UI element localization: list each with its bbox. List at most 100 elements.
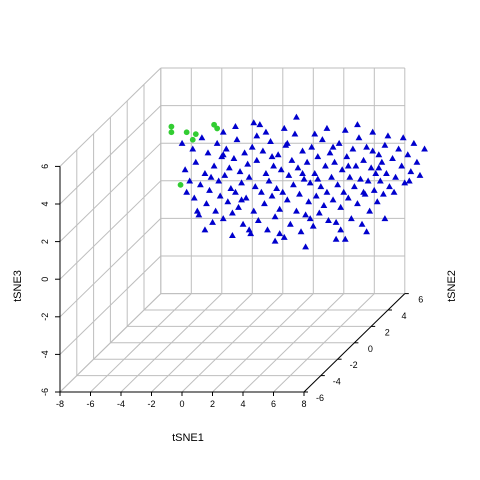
triangle-point [338, 166, 346, 173]
triangle-point [201, 170, 209, 176]
triangle-point [222, 145, 230, 152]
triangle-point [326, 149, 334, 156]
triangle-point [332, 235, 340, 242]
triangle-point [404, 151, 412, 158]
triangle-point [363, 228, 370, 235]
x-tick-label: 0 [179, 399, 184, 409]
triangle-point [245, 173, 253, 180]
triangle-point [343, 153, 351, 160]
triangle-point [315, 209, 323, 216]
triangle-point [257, 188, 265, 195]
triangle-point [322, 162, 329, 169]
triangle-point [267, 138, 274, 145]
triangle-point [290, 181, 297, 188]
triangle-point [221, 171, 229, 178]
triangle-point [296, 190, 303, 197]
triangle-point [204, 149, 212, 156]
triangle-point [357, 175, 364, 182]
z-tick-label: 0 [40, 277, 50, 282]
triangle-point [277, 166, 285, 173]
triangle-point [253, 156, 261, 163]
triangle-point [293, 113, 300, 120]
triangle-point [280, 233, 288, 240]
z-tick-label: 2 [40, 239, 50, 244]
triangle-point [299, 147, 306, 154]
triangle-point [300, 175, 308, 182]
triangle-point [256, 121, 264, 128]
triangle-point [389, 154, 396, 161]
triangle-point [337, 226, 345, 233]
triangle-point [276, 230, 284, 237]
triangle-point [329, 196, 337, 203]
triangle-point [349, 145, 357, 152]
triangle-point [186, 177, 194, 184]
triangle-point [314, 175, 322, 182]
triangle-point [261, 200, 268, 207]
triangle-point [405, 177, 413, 184]
triangle-point [283, 196, 291, 203]
triangle-point [337, 203, 345, 210]
triangle-point [386, 183, 393, 190]
triangle-point [209, 218, 216, 225]
triangle-point [358, 220, 366, 227]
triangle-point [347, 215, 355, 222]
triangle-point [399, 134, 407, 141]
triangle-point [366, 207, 374, 214]
triangle-point [189, 145, 197, 152]
triangle-point [232, 188, 239, 195]
triangle-point [201, 226, 209, 233]
triangle-point [215, 177, 223, 184]
triangle-point [334, 181, 342, 188]
triangle-point [323, 188, 331, 195]
triangle-point [375, 164, 383, 171]
data-points [168, 113, 428, 250]
circle-point [192, 131, 199, 138]
triangle-point [225, 164, 233, 171]
triangle-point [262, 170, 270, 176]
y-tick-label: 2 [385, 327, 390, 337]
x-tick-label: -6 [86, 399, 94, 409]
z-tick-label: 4 [40, 201, 50, 206]
circle-point [177, 181, 184, 188]
triangle-point [306, 215, 314, 222]
y-axis-title: tSNE2 [446, 270, 458, 302]
triangle-point [196, 181, 204, 188]
triangle-point [213, 139, 221, 146]
triangle-point [325, 217, 332, 223]
triangle-point [238, 179, 245, 186]
triangle-point [311, 170, 319, 176]
triangle-point [344, 194, 352, 201]
y-tick-label: 4 [401, 311, 406, 321]
triangle-point [312, 192, 320, 199]
triangle-point [299, 170, 306, 176]
triangle-point [390, 188, 398, 195]
z-tick-label: -2 [40, 313, 50, 321]
triangle-point [407, 168, 415, 175]
triangle-point [344, 162, 352, 169]
triangle-point [416, 171, 424, 178]
triangle-point [308, 143, 316, 150]
x-tick-label: 2 [210, 399, 215, 409]
triangle-point [259, 147, 267, 154]
triangle-point [270, 162, 277, 169]
triangle-point [216, 192, 224, 199]
triangle-point [271, 237, 279, 244]
triangle-point [271, 213, 279, 220]
triangle-point [268, 192, 276, 199]
left-wall-grid-line [59, 218, 162, 318]
triangle-point [311, 130, 319, 137]
left-wall-grid-line [59, 67, 162, 167]
left-wall-grid-line [59, 142, 162, 242]
z-tick-label: -4 [40, 350, 50, 358]
triangle-point [381, 141, 389, 148]
triangle-point [210, 162, 218, 169]
triangle-point [279, 188, 287, 195]
triangle-point [381, 215, 389, 222]
triangle-point [283, 139, 291, 146]
triangle-point [341, 235, 349, 242]
y-tick-label: 6 [418, 295, 423, 305]
x-tick-label: -4 [117, 399, 125, 409]
triangle-point [178, 139, 186, 146]
triangle-point [317, 183, 325, 190]
left-wall-grid-line [59, 255, 162, 355]
